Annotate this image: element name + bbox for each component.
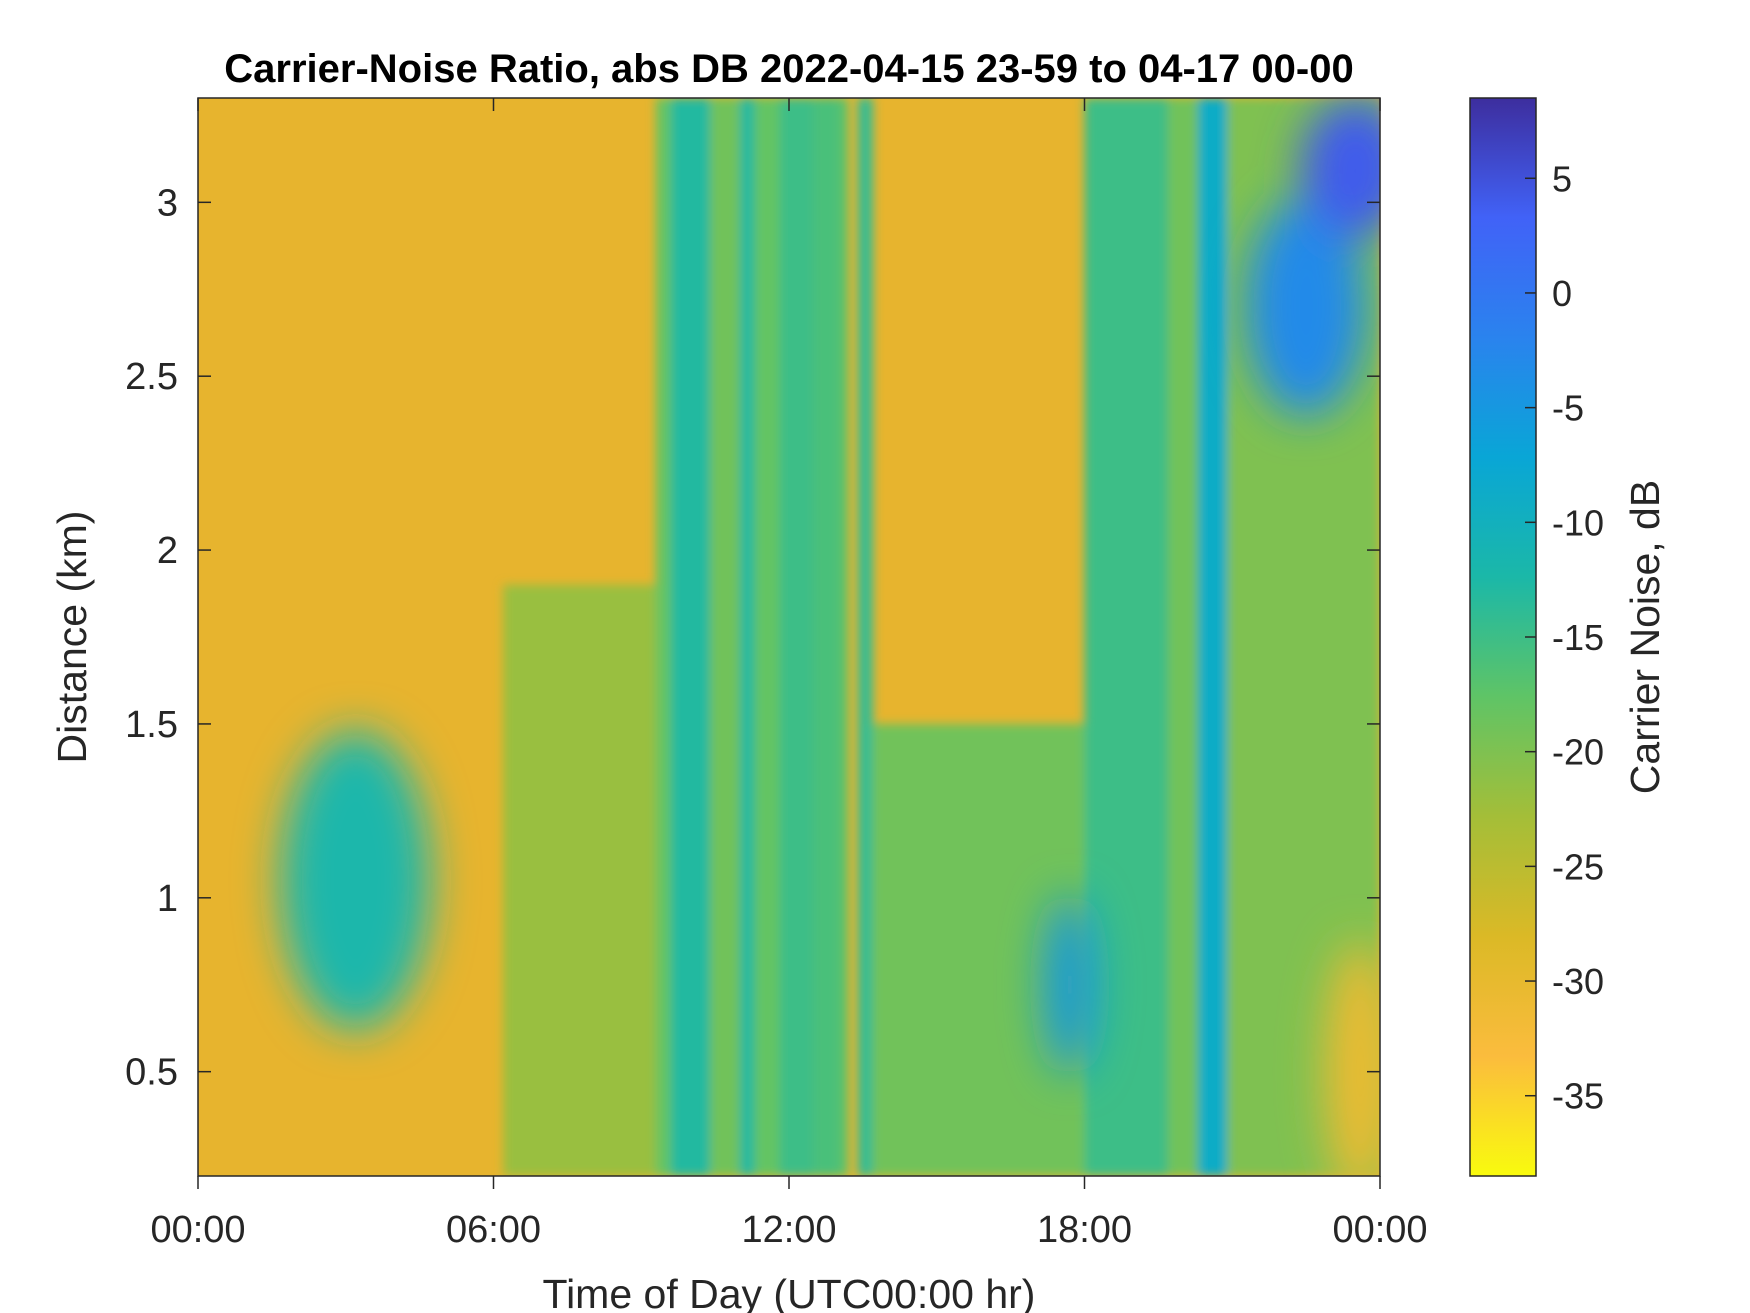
x-tick-label: 00:00 [1332,1209,1427,1251]
colorbar-tick-label: -35 [1552,1076,1604,1117]
heatmap-band-3 [739,98,755,1176]
y-tick-label: 3 [157,182,178,224]
y-tick-label: 2.5 [125,356,178,398]
colorbar-tick-label: -10 [1552,502,1604,543]
heatmap-band-4 [754,98,780,1176]
x-tick-label: 18:00 [1037,1209,1132,1251]
heatmap-band-8 [857,98,873,1176]
heatmap-blob-3 [1300,98,1380,238]
colorbar-tick-label: -30 [1552,961,1604,1002]
heatmap-blob-4 [1325,941,1380,1176]
heatmap-band-0 [656,98,671,1176]
y-tick-label: 0.5 [125,1052,178,1094]
x-axis-label: Time of Day (UTC00:00 hr) [543,1271,1036,1313]
x-axis: 00:00 06:00 12:00 18:00 00:00 [150,98,1428,1251]
colorbar-tick-label: -20 [1552,732,1604,773]
y-tick-label: 1.5 [125,704,178,746]
heatmap-band-1 [670,98,711,1176]
colorbar-label: Carrier Noise, dB [1622,480,1668,794]
chart-title: Carrier-Noise Ratio, abs DB 2022-04-15 2… [224,47,1353,91]
heatmap-blobs [280,98,1380,1176]
y-tick-label: 1 [157,878,178,920]
x-tick-label: 12:00 [741,1209,836,1251]
heatmap-band-6 [813,98,839,1176]
colorbar: 5 0 -5 -10 -15 -20 -25 -30 -35 Carrier Noise, dB [1469,97,1668,1177]
heatmap-band-2 [710,98,740,1176]
heatmap-band-7 [838,98,849,1176]
colorbar-tick-label: -15 [1552,617,1604,658]
colorbar-tick-label: 5 [1552,158,1572,199]
heatmap-band-12 [1168,98,1198,1176]
y-axis: 0.5 1 1.5 2 2.5 3 [125,182,1380,1094]
colorbar-tick-label: 0 [1552,273,1572,314]
heatmap-band-13 [1197,98,1228,1176]
x-tick-label: 06:00 [446,1209,541,1251]
heatmap-blob-0 [280,730,431,1031]
y-tick-label: 2 [157,530,178,572]
y-axis-label: Distance (km) [49,511,95,764]
x-tick-label: 00:00 [150,1209,245,1251]
heatmap-band-9 [503,584,657,1176]
colorbar-ticks: 5 0 -5 -10 -15 -20 -25 -30 -35 [1525,158,1604,1117]
colorbar-tick-label: -25 [1552,846,1604,887]
heatmap-blob-1 [1044,894,1095,1075]
colorbar-tick-label: -5 [1552,388,1584,429]
heatmap-blob-2 [1246,196,1367,417]
heatmap-band-5 [779,98,814,1176]
plot-area [197,97,1381,1177]
heatmap-band-11 [1084,98,1169,1176]
